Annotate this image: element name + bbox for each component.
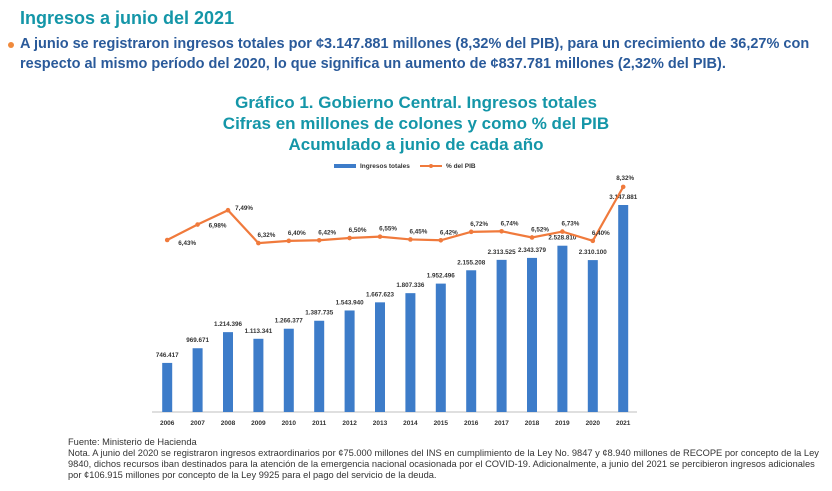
footer: Fuente: Ministerio de Hacienda Nota. A j… <box>68 437 828 481</box>
bar-label-2015: 1.952.496 <box>427 273 456 280</box>
bar-2017 <box>496 259 507 412</box>
pib-point-2017 <box>499 228 504 234</box>
tick-label-2019: 2019 <box>555 420 570 427</box>
pib-point-2011 <box>316 237 322 243</box>
bar-label-2011: 1.387.735 <box>305 310 334 317</box>
pib-label-2018: 6,52% <box>531 226 549 233</box>
bar-2011 <box>314 320 325 412</box>
bar-label-2008: 1.214.396 <box>214 321 243 328</box>
pib-label-2007: 6,98% <box>209 223 227 230</box>
tick-label-2012: 2012 <box>342 420 357 427</box>
page-title: Ingresos a junio del 2021 <box>20 8 235 28</box>
pib-label-2015: 6,42% <box>440 229 458 236</box>
bar-label-2013: 1.667.623 <box>366 291 395 298</box>
bar-label-2014: 1.807.336 <box>396 282 425 289</box>
pib-point-2009 <box>256 240 261 246</box>
summary-text: A junio se registraron ingresos totales … <box>20 36 810 72</box>
pib-line <box>166 186 625 245</box>
tick-label-2009: 2009 <box>251 420 266 427</box>
pib-label-2014: 6,45% <box>409 228 427 235</box>
source-note: Fuente: Ministerio de Hacienda <box>68 437 197 447</box>
pib-point-2020 <box>590 238 596 244</box>
bar-label-2012: 1.543.940 <box>336 299 365 306</box>
bar-2008 <box>223 332 233 412</box>
tick-label-2015: 2015 <box>434 420 449 427</box>
pib-label-2019: 6,73% <box>561 221 579 228</box>
pib-label-2020: 6,40% <box>592 230 610 237</box>
pib-label-2021: 8,32% <box>616 175 634 182</box>
bar-label-2017: 2.313.525 <box>488 249 517 256</box>
pib-point-2019 <box>560 229 565 234</box>
bar-label-2016: 2.155.208 <box>457 259 486 266</box>
bar-2019 <box>557 245 568 412</box>
pib-label-2009: 6,32% <box>257 232 275 239</box>
bar-2010 <box>283 328 294 412</box>
tick-label-2013: 2013 <box>373 420 388 427</box>
pib-point-2010 <box>286 238 292 244</box>
pib-label-2006: 6,43% <box>178 240 196 247</box>
bar-label-2006: 746.417 <box>156 352 179 359</box>
pib-point-2016 <box>468 229 474 235</box>
chart-title: Gráfico 1. Gobierno Central. Ingresos to… <box>235 93 597 112</box>
bar-2006 <box>162 362 173 412</box>
tick-label-2017: 2017 <box>494 420 509 427</box>
bar-2013 <box>375 302 385 412</box>
legend-line-label: % del PIB <box>446 163 476 170</box>
pib-label-2010: 6,40% <box>288 230 306 237</box>
chart-subtitle-2: Acumulado a junio de cada año <box>288 135 544 154</box>
bar-2015 <box>435 283 446 412</box>
pib-label-2011: 6,42% <box>318 229 336 236</box>
bar-2020 <box>587 260 598 412</box>
pib-point-2006 <box>164 237 170 243</box>
tick-label-2018: 2018 <box>525 420 540 427</box>
tick-label-2010: 2010 <box>282 420 297 427</box>
bar-2012 <box>344 310 355 412</box>
bar-label-2019: 2.528.810 <box>548 235 577 242</box>
tick-label-2021: 2021 <box>616 420 631 427</box>
footnote: Nota. A junio del 2020 se registraron in… <box>68 448 819 480</box>
pib-label-2017: 6,74% <box>501 220 519 227</box>
pib-point-2008 <box>225 207 231 213</box>
pib-label-2013: 6,55% <box>379 226 397 233</box>
legend-line-marker <box>429 164 433 168</box>
tick-label-2007: 2007 <box>190 420 205 427</box>
pib-point-2018 <box>529 235 535 240</box>
bar-2021 <box>618 205 629 412</box>
tick-label-2011: 2011 <box>312 420 326 427</box>
bar-2016 <box>466 270 477 412</box>
bar-label-2007: 969.671 <box>186 337 209 344</box>
bar-2007 <box>192 348 203 412</box>
legend-bar-label: Ingresos totales <box>360 163 410 170</box>
bar-label-2020: 2.310.100 <box>579 249 608 256</box>
tick-label-2016: 2016 <box>464 420 479 427</box>
tick-label-2008: 2008 <box>221 420 236 427</box>
pib-label-2008: 7,49% <box>235 205 253 212</box>
pib-label-2012: 6,50% <box>349 227 367 234</box>
pib-point-2013 <box>377 234 383 239</box>
bar-2018 <box>527 257 537 412</box>
revenue-chart: Ingresos totales % del PIB 746.417 2006 969.… <box>152 163 638 427</box>
chart-subtitle-1: Cifras en millones de colones y como % d… <box>222 114 610 133</box>
bar-label-2021: 3.147.881 <box>609 194 638 201</box>
pib-point-2015 <box>438 237 444 243</box>
pib-point-2014 <box>408 237 413 242</box>
pib-point-2012 <box>347 235 352 241</box>
summary-bullet: A junio se registraron ingresos totales … <box>8 34 823 74</box>
bar-label-2010: 1.266.377 <box>275 318 304 325</box>
tick-label-2014: 2014 <box>403 420 418 427</box>
pib-point-2007 <box>195 222 200 227</box>
bullet-dot-icon <box>8 42 14 48</box>
bar-label-2018: 2.343.379 <box>518 247 547 254</box>
pib-label-2016: 6,72% <box>470 221 488 228</box>
bar-label-2009: 1.113.341 <box>245 328 273 335</box>
tick-label-2006: 2006 <box>160 420 175 427</box>
legend-bar-swatch <box>334 164 356 168</box>
tick-label-2020: 2020 <box>586 420 601 427</box>
bar-2014 <box>405 293 416 412</box>
bar-2009 <box>253 338 264 412</box>
pib-point-2021 <box>620 184 626 190</box>
